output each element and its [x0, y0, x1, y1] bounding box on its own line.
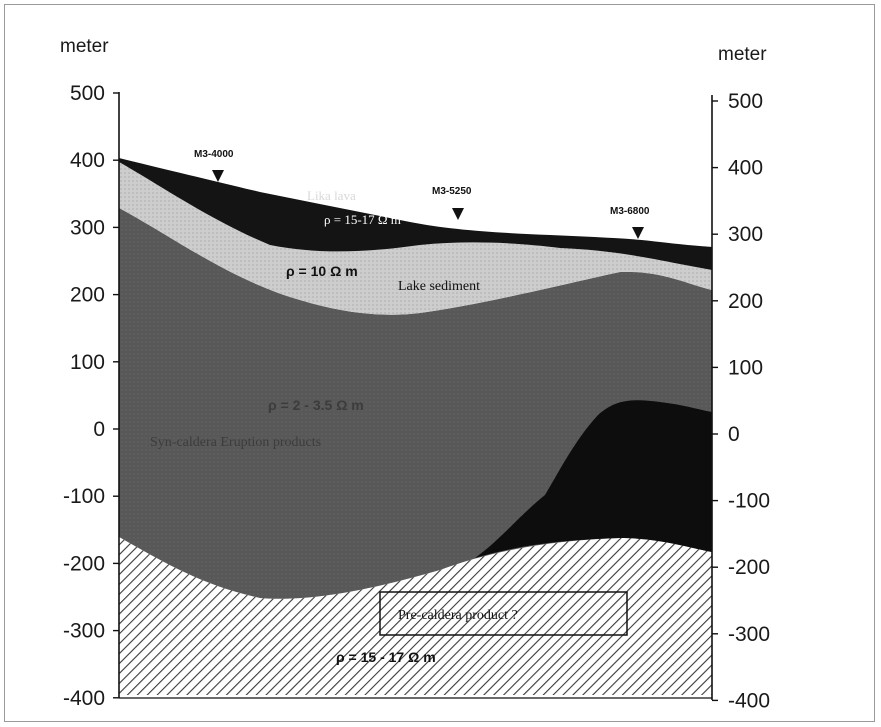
right-tick-label: 300: [728, 223, 763, 246]
left-tick-label: 100: [70, 351, 105, 374]
lava-layer-resistivity: ρ = 15-17 Ω m: [324, 212, 401, 227]
basement-resistivity: ρ = 15 - 17 Ω m: [336, 649, 436, 665]
figure-frame: [4, 4, 875, 722]
lava-layer: [119, 158, 712, 270]
left-tick-label: 300: [70, 216, 105, 239]
right-axis: 500 400 300 200 100 0 -100 -200 -300 -400: [711, 90, 770, 712]
left-tick-label: -400: [63, 687, 105, 710]
well-label: M3-5250: [432, 186, 472, 197]
dark-conductor-body: [475, 400, 712, 558]
right-tick-label: -300: [728, 623, 770, 646]
right-tick-label: 100: [728, 356, 763, 379]
well-marker-icon: [212, 170, 224, 182]
right-tick-label: -400: [728, 689, 770, 712]
left-tick-label: -100: [63, 485, 105, 508]
left-tick-label: -200: [63, 552, 105, 575]
left-tick-label: 200: [70, 284, 105, 307]
right-tick-label: 200: [728, 290, 763, 313]
left-axis: 500 400 300 200 100 0 -100 -200 -300 -400: [63, 82, 120, 710]
well-m3-4000: M3-4000: [194, 149, 234, 182]
syn-caldera-resistivity: ρ = 2 - 3.5 Ω m: [268, 397, 364, 413]
left-tick-label: 500: [70, 82, 105, 105]
pre-caldera-box: [379, 591, 628, 636]
well-m3-5250: M3-5250: [432, 186, 472, 220]
right-unit-label: meter: [718, 44, 767, 65]
sediment-resistivity: ρ = 10 Ω m: [286, 263, 358, 279]
left-tick-label: -300: [63, 620, 105, 643]
left-unit-label: meter: [60, 36, 109, 57]
well-marker-icon: [452, 208, 464, 220]
lake-sediment-layer: [119, 162, 712, 315]
syn-caldera-name: Syn-caldera Eruption products: [150, 435, 321, 450]
left-tick-label: 0: [93, 418, 105, 441]
well-m3-6800: M3-6800: [610, 206, 650, 239]
sediment-name: Lake sediment: [398, 279, 480, 294]
well-label: M3-6800: [610, 206, 650, 217]
basement-layer: [119, 537, 712, 695]
right-tick-label: 500: [728, 90, 763, 113]
right-tick-label: -200: [728, 556, 770, 579]
pre-caldera-label: Pre-caldera product ?: [398, 608, 518, 623]
lava-layer-name: Lika lava: [307, 188, 356, 203]
well-marker-icon: [632, 227, 644, 239]
well-label: M3-4000: [194, 149, 234, 160]
right-tick-label: 400: [728, 157, 763, 180]
left-tick-label: 400: [70, 149, 105, 172]
right-tick-label: -100: [728, 490, 770, 513]
right-tick-label: 0: [728, 423, 740, 446]
